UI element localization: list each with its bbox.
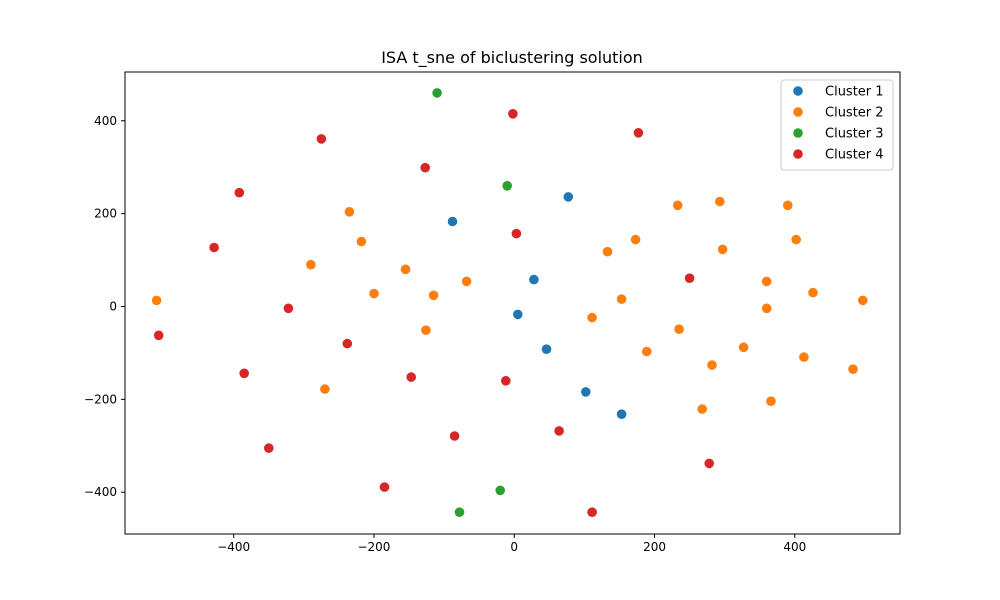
chart-title: ISA t_sne of biclustering solution — [381, 48, 643, 68]
point-cluster-2-13 — [672, 200, 683, 211]
point-cluster-2-30 — [799, 352, 809, 362]
point-cluster-2-12 — [630, 234, 641, 245]
point-cluster-4-16 — [449, 431, 460, 441]
point-cluster-4-18 — [704, 458, 714, 469]
point-cluster-2-15 — [717, 244, 728, 255]
point-cluster-4-8 — [283, 303, 294, 314]
y-tick-label: 0 — [109, 299, 117, 313]
x-tick-label: −400 — [217, 540, 250, 554]
point-cluster-2-27 — [707, 360, 717, 370]
point-cluster-2-29 — [766, 396, 776, 407]
legend-label-4: Cluster 4 — [825, 148, 884, 163]
y-axis: −400 −200 0 200 400 — [84, 114, 125, 499]
x-tick-label: 200 — [643, 540, 666, 554]
point-cluster-1-6 — [581, 387, 591, 397]
point-cluster-4-19 — [379, 482, 390, 492]
point-cluster-2-14 — [715, 196, 725, 207]
point-cluster-3-2 — [502, 181, 512, 191]
x-tick-label: −200 — [357, 540, 390, 554]
point-cluster-3-4 — [495, 485, 506, 496]
point-cluster-3-3 — [454, 507, 465, 517]
legend-box — [780, 79, 894, 171]
y-tick-label: 400 — [94, 114, 117, 128]
point-cluster-4-12 — [406, 372, 417, 382]
point-cluster-1-7 — [616, 409, 627, 420]
point-cluster-2-2 — [344, 207, 355, 217]
point-cluster-4-17 — [554, 426, 564, 436]
point-cluster-2-9 — [421, 325, 431, 336]
point-cluster-2-19 — [808, 287, 818, 298]
point-cluster-2-17 — [791, 234, 801, 245]
point-cluster-3-1 — [432, 88, 442, 98]
point-cluster-4-10 — [342, 338, 353, 349]
point-cluster-2-10 — [320, 384, 330, 394]
point-cluster-4-3 — [316, 134, 327, 144]
point-cluster-4-11 — [239, 368, 249, 379]
point-cluster-2-5 — [369, 288, 379, 299]
point-cluster-2-8 — [461, 276, 472, 287]
point-cluster-4-4 — [420, 162, 431, 173]
x-tick-label: 0 — [510, 540, 518, 554]
legend-label-2: Cluster 2 — [825, 106, 884, 121]
point-cluster-4-20 — [587, 507, 597, 517]
point-cluster-2-31 — [848, 364, 858, 375]
point-cluster-1-2 — [563, 192, 574, 202]
point-cluster-2-4 — [306, 259, 316, 270]
point-cluster-2-7 — [428, 290, 439, 301]
point-cluster-4-15 — [264, 443, 274, 453]
legend-label-1: Cluster 1 — [825, 85, 884, 100]
point-cluster-2-25 — [761, 303, 772, 314]
point-cluster-1-3 — [529, 274, 539, 285]
point-cluster-2-11 — [602, 246, 613, 257]
point-cluster-4-5 — [234, 187, 245, 198]
point-cluster-1-5 — [541, 344, 552, 355]
points-layer — [151, 88, 868, 517]
x-tick-label: 400 — [783, 540, 806, 554]
point-cluster-4-6 — [209, 242, 219, 253]
point-cluster-2-22 — [587, 312, 597, 323]
point-cluster-4-2 — [633, 128, 644, 138]
y-tick-label: −400 — [84, 485, 117, 499]
point-cluster-2-21 — [616, 294, 627, 304]
legend: Cluster 1 Cluster 2 Cluster 3 Cluster 4 — [780, 79, 894, 171]
point-cluster-2-18 — [761, 276, 772, 287]
point-cluster-2-24 — [674, 324, 684, 335]
point-cluster-2-20 — [858, 295, 868, 306]
legend-marker-4 — [793, 149, 803, 159]
point-cluster-2-23 — [642, 346, 652, 357]
legend-label-3: Cluster 3 — [825, 127, 884, 142]
plot-frame — [124, 71, 901, 535]
legend-marker-1 — [793, 86, 803, 96]
point-cluster-2-6 — [400, 264, 411, 275]
point-cluster-2-16 — [783, 200, 793, 211]
point-cluster-4-7 — [511, 228, 522, 239]
point-cluster-2-28 — [697, 404, 707, 414]
point-cluster-4-9 — [153, 330, 164, 341]
y-tick-label: 200 — [94, 207, 117, 221]
point-cluster-4-14 — [684, 273, 695, 284]
point-cluster-2-1 — [151, 295, 162, 306]
legend-marker-3 — [793, 128, 803, 138]
point-cluster-4-1 — [508, 109, 518, 119]
x-axis: −400 −200 0 200 400 — [217, 534, 806, 554]
legend-marker-2 — [793, 107, 803, 117]
point-cluster-4-13 — [501, 376, 511, 386]
point-cluster-2-3 — [356, 236, 367, 247]
point-cluster-1-1 — [447, 216, 458, 227]
point-cluster-1-4 — [513, 309, 523, 320]
point-cluster-2-26 — [738, 342, 749, 353]
y-tick-label: −200 — [84, 392, 117, 406]
